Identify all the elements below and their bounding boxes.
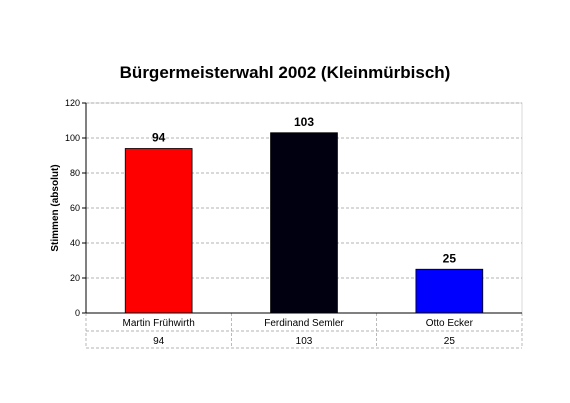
bar <box>124 148 193 314</box>
y-tick-label: 0 <box>75 308 80 318</box>
y-tick-label: 20 <box>70 273 80 283</box>
table-value-cell: 25 <box>444 336 456 347</box>
data-table: Martin Frühwirth 94 Ferdinand Semler 103 Ott… <box>85 313 523 349</box>
data-label: 25 <box>443 251 457 265</box>
chart-title: Bürgermeisterwahl 2002 (Kleinmürbisch) <box>120 63 451 82</box>
y-tick-label: 100 <box>65 133 80 143</box>
bar <box>415 268 484 314</box>
y-axis-ticks: 0 20 40 60 80 100 120 <box>65 98 86 318</box>
y-tick-label: 60 <box>70 203 80 213</box>
y-tick-label: 120 <box>65 98 80 108</box>
bar <box>270 132 338 314</box>
x-category-label: Ferdinand Semler <box>264 318 344 329</box>
table-value-cell: 94 <box>153 336 165 347</box>
data-label: 94 <box>152 131 166 145</box>
table-value-cell: 103 <box>296 336 313 347</box>
data-labels: 94 103 25 <box>152 115 456 266</box>
data-label: 103 <box>294 115 314 129</box>
y-tick-label: 40 <box>70 238 80 248</box>
x-category-label: Martin Frühwirth <box>123 318 195 329</box>
bars <box>124 132 484 314</box>
y-axis-label: Stimmen (absolut) <box>50 164 61 251</box>
x-category-label: Otto Ecker <box>426 318 474 329</box>
y-tick-label: 80 <box>70 168 80 178</box>
